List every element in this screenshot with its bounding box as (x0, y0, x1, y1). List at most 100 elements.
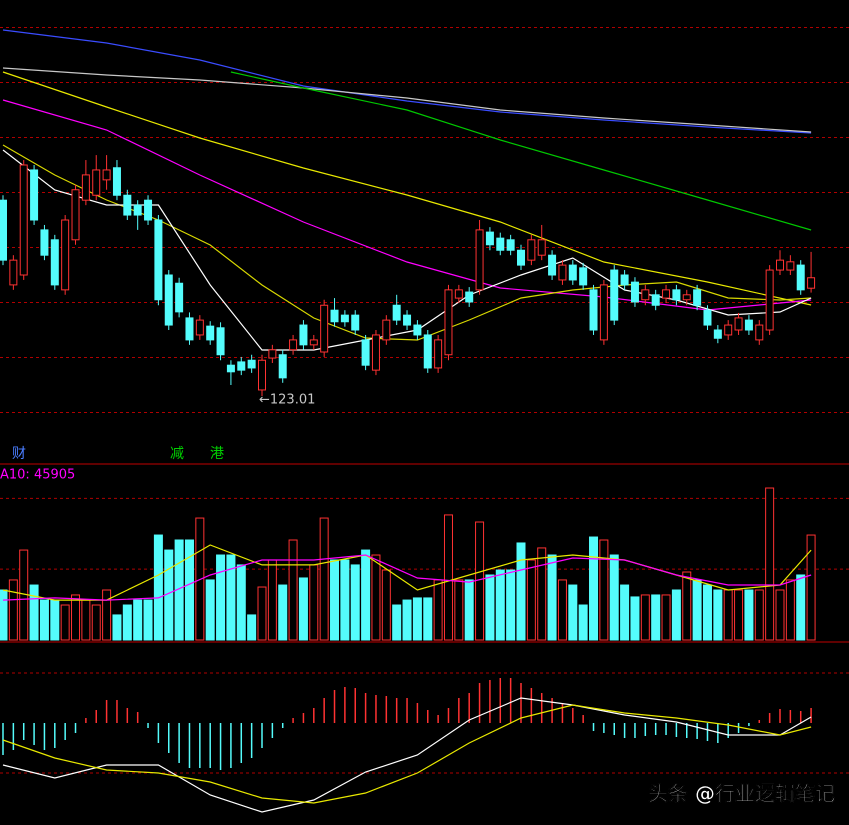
candle-body (351, 314, 360, 331)
volume-bar (122, 604, 132, 641)
volume-bar (744, 589, 754, 641)
candle-body (568, 264, 577, 281)
candle-body (61, 219, 70, 291)
candle-body (382, 319, 391, 341)
candle-body (434, 339, 443, 369)
candle-body (755, 324, 764, 341)
candle-body (206, 325, 215, 341)
candle-body (651, 294, 660, 306)
volume-bar (91, 604, 101, 641)
candle-body (258, 359, 266, 391)
volume-bar (81, 599, 91, 641)
candle-body (371, 334, 380, 371)
candle-body (299, 324, 308, 346)
indicator-line (2, 67, 812, 133)
candle-body (589, 289, 598, 331)
volume-bar (495, 569, 505, 641)
candle-body (734, 317, 743, 331)
candle-body (796, 264, 805, 291)
volume-bar (516, 542, 526, 641)
candle-body (682, 294, 691, 301)
volume-bar (60, 604, 70, 641)
volume-bar (734, 589, 744, 641)
volume-bar (464, 579, 474, 641)
volume-bar (671, 589, 681, 641)
volume-bar (29, 584, 39, 641)
candle-body (216, 327, 225, 356)
candle-body (30, 169, 39, 221)
volume-bar (723, 589, 733, 641)
candle-body (50, 239, 59, 286)
volume-bar (143, 599, 153, 641)
low-annotation: ←123.01 (259, 392, 315, 407)
volume-bar (506, 569, 516, 641)
candle-body (693, 289, 702, 306)
volume-bar (247, 614, 257, 641)
volume-bar (8, 579, 18, 641)
volume-bar (371, 554, 381, 641)
volume-bar (39, 599, 49, 641)
volume-bar (236, 564, 246, 641)
volume-bar (112, 614, 122, 641)
candle-body (289, 339, 298, 351)
volume-bar (475, 521, 485, 641)
volume-bar (443, 514, 453, 641)
watermark: 头条 @行业逻辑笔记 (648, 782, 835, 806)
volume-bar (630, 596, 640, 641)
candle-body (133, 204, 142, 216)
candle-body (361, 339, 370, 366)
candle-body (144, 199, 153, 221)
candle-body (558, 264, 567, 281)
volume-bar (412, 597, 422, 641)
candle-body (247, 359, 256, 369)
candle-body (423, 334, 432, 369)
volume-bar (153, 534, 163, 641)
volume-bar (547, 554, 557, 641)
candle-body (330, 309, 339, 323)
candle-body (237, 361, 246, 371)
volume-bar (381, 569, 391, 641)
volume-bar (640, 594, 650, 641)
volume-bar (806, 534, 816, 641)
volume-bar (557, 579, 567, 641)
event-marker: 财 (12, 446, 26, 462)
candle-body (320, 304, 329, 353)
candle-body (340, 314, 349, 323)
candle-body (81, 174, 90, 201)
candle-body (610, 269, 619, 321)
candle-body (527, 239, 536, 261)
volume-bar (702, 584, 712, 641)
candle-body (496, 237, 505, 251)
candle-body (630, 281, 639, 303)
candle-body (703, 309, 712, 326)
candle-body (175, 282, 184, 313)
volume-bar (682, 571, 692, 641)
candle-body (9, 259, 18, 286)
volume-bar (205, 579, 215, 641)
event-marker: 港 (210, 446, 224, 462)
candle-body (403, 314, 412, 326)
volume-bar (298, 577, 308, 641)
volume-bar (340, 559, 350, 641)
volume-bar (620, 584, 630, 641)
candle-body (765, 269, 774, 331)
candle-body (641, 289, 650, 301)
volume-bar (392, 604, 402, 641)
candle-body (185, 317, 194, 341)
volume-bar (184, 539, 194, 641)
volume-bar (578, 604, 588, 641)
candle-body (724, 324, 733, 336)
volume-bar (775, 589, 785, 641)
volume-bar (0, 589, 8, 641)
volume-bar (454, 579, 464, 641)
volume-bar (133, 599, 143, 641)
indicator-line (2, 71, 812, 306)
candle-body (392, 304, 401, 321)
candle-body (465, 291, 474, 303)
volume-bar (361, 549, 371, 641)
volume-bar (765, 487, 775, 641)
candle-body (0, 199, 7, 261)
volume-bar (267, 559, 277, 641)
